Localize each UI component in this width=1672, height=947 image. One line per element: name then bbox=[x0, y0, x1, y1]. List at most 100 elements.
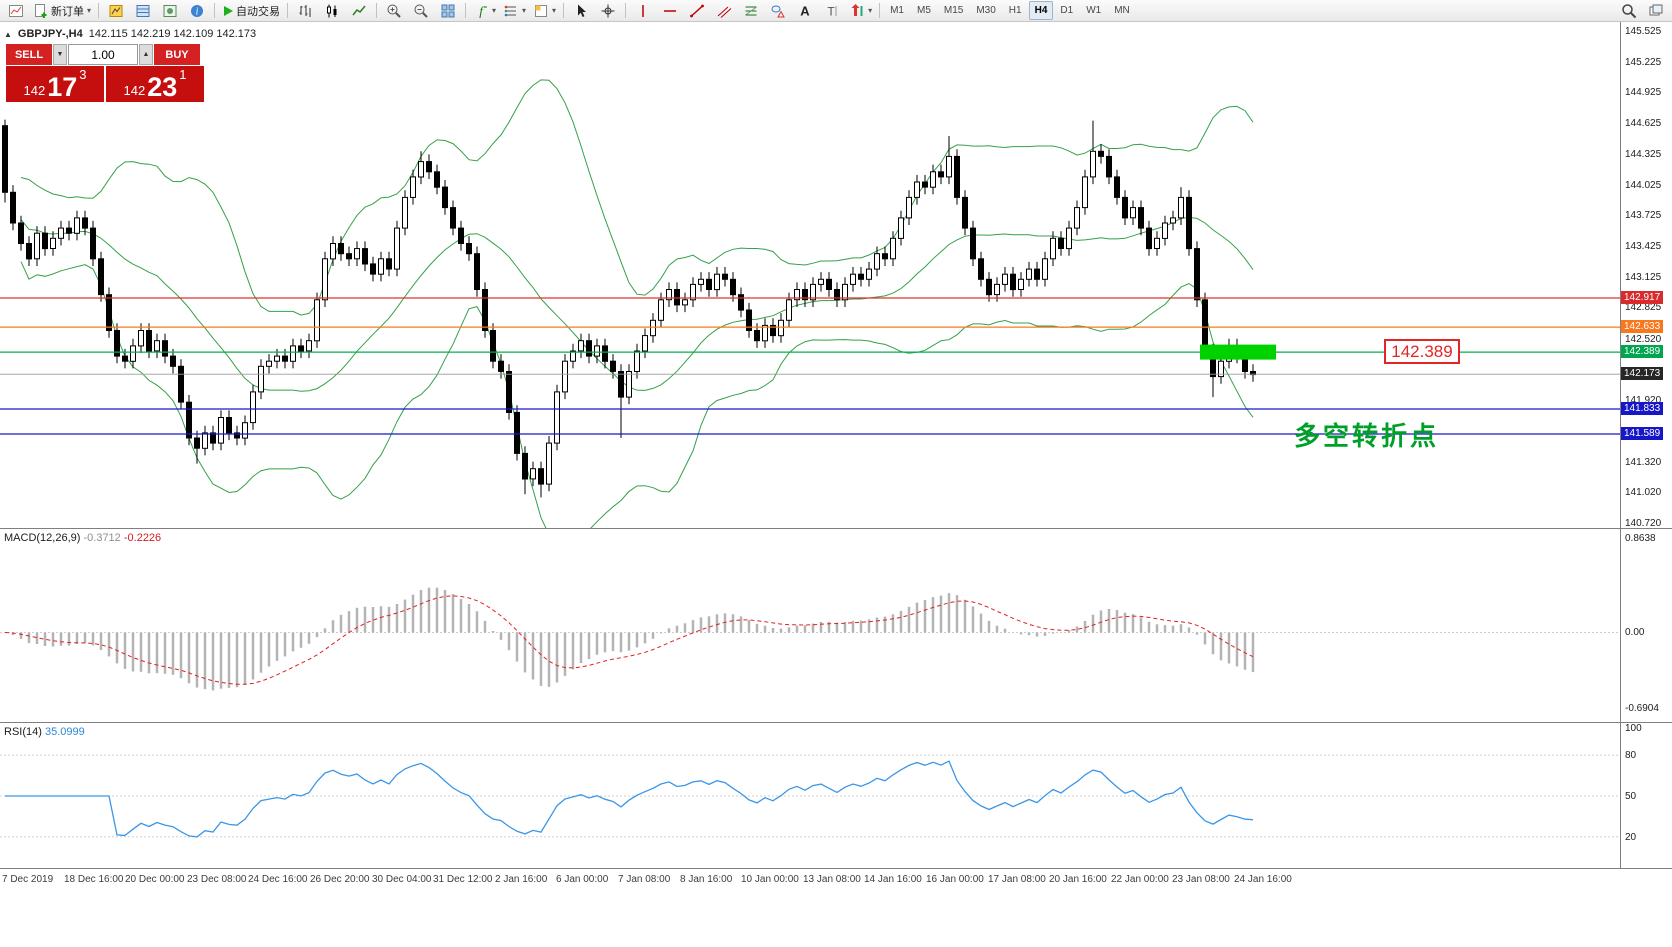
sell-price-base: 142 bbox=[23, 83, 46, 98]
data-window-icon[interactable] bbox=[130, 0, 156, 22]
horizontal-line-icon bbox=[664, 9, 677, 12]
label-icon[interactable]: T bbox=[819, 0, 845, 22]
new-order-label: 新订单 bbox=[51, 5, 84, 18]
toolbar-separator bbox=[563, 3, 565, 18]
volume-stepper[interactable]: ▲ bbox=[139, 44, 153, 65]
toolbar-separator bbox=[98, 3, 100, 18]
indicators-icon[interactable]: f ▾ bbox=[470, 0, 499, 22]
chevron-down-icon: ▼ bbox=[56, 51, 64, 58]
terminal-icon: i bbox=[191, 4, 204, 17]
cursor-icon[interactable] bbox=[568, 0, 594, 22]
fibonacci-icon[interactable] bbox=[738, 0, 764, 22]
panel-collapse-icon[interactable]: ▲ bbox=[4, 29, 12, 39]
autotrade-button[interactable]: 自动交易 bbox=[219, 0, 283, 22]
crosshair-icon[interactable] bbox=[595, 0, 621, 22]
arrow-icon bbox=[851, 3, 863, 16]
rsi-axis[interactable]: 100 80 50 20 bbox=[1620, 723, 1672, 868]
turning-point-note[interactable]: 多空转折点 bbox=[1294, 422, 1440, 452]
candlestick-chart[interactable] bbox=[0, 22, 1620, 528]
rsi-value: 35.0999 bbox=[44, 726, 85, 738]
price-axis-label: 142.825 bbox=[1625, 302, 1662, 313]
price-axis-label: 144.325 bbox=[1625, 149, 1662, 160]
time-axis-label: 14 Jan 16:00 bbox=[864, 874, 922, 885]
macd-chart bbox=[0, 587, 1620, 691]
time-axis-label: 20 Jan 16:00 bbox=[1049, 874, 1107, 885]
timeframe-m5[interactable]: M5 bbox=[916, 5, 931, 16]
price-axis[interactable]: 145.525 145.225 144.925 144.625 144.325 144.0… bbox=[1620, 22, 1672, 529]
price-axis-label: 141.020 bbox=[1625, 487, 1662, 498]
time-axis-label: 20 Dec 00:00 bbox=[125, 874, 185, 885]
timeframe-h1[interactable]: H1 bbox=[1008, 5, 1022, 16]
quote-line: ▲ GBPJPY-,H4 142.115 142.219 142.109 142… bbox=[4, 28, 256, 40]
zoom-out-icon bbox=[414, 4, 428, 18]
sell-button[interactable]: SELL bbox=[6, 44, 52, 65]
arrow-icon[interactable]: ▾ bbox=[846, 0, 875, 22]
buy-price-button[interactable]: 142 23 1 bbox=[106, 66, 204, 102]
candles-icon bbox=[327, 4, 337, 17]
timeframe-w1[interactable]: W1 bbox=[1086, 5, 1102, 16]
tile-windows-icon[interactable] bbox=[435, 0, 461, 22]
sell-price-sup: 3 bbox=[79, 67, 87, 82]
chevron-down-icon: ▾ bbox=[87, 6, 92, 15]
svg-text:T: T bbox=[827, 4, 835, 18]
objects-list-icon bbox=[504, 5, 517, 16]
new-chart-icon[interactable] bbox=[3, 0, 29, 22]
objects-list-icon[interactable]: ▾ bbox=[500, 0, 529, 22]
terminal-icon[interactable]: i bbox=[184, 0, 210, 22]
macd-panel[interactable]: MACD(12,26,9) -0.3712 -0.2226 0.8638 0.00… bbox=[0, 528, 1672, 722]
windows-icon bbox=[1649, 4, 1663, 15]
navigator-icon bbox=[163, 4, 177, 17]
time-axis[interactable]: 7 Dec 2019 18 Dec 16:00 20 Dec 00:00 23 Dec… bbox=[0, 868, 1672, 947]
volume-input[interactable] bbox=[68, 44, 138, 65]
market-watch-icon[interactable] bbox=[103, 0, 129, 22]
channel-icon[interactable] bbox=[711, 0, 737, 22]
horizontal-line-icon[interactable] bbox=[657, 0, 683, 22]
rsi-axis-label: 100 bbox=[1625, 723, 1642, 734]
bars-icon bbox=[299, 4, 311, 17]
time-axis-label: 2 Jan 16:00 bbox=[495, 874, 548, 885]
line-chart-icon bbox=[352, 5, 366, 15]
toolbar-separator bbox=[376, 3, 378, 18]
navigator-icon[interactable] bbox=[157, 0, 183, 22]
data-window-icon bbox=[136, 4, 150, 17]
play-icon bbox=[224, 5, 234, 16]
shapes-icon[interactable] bbox=[765, 0, 791, 22]
price-badge: 142.917 bbox=[1621, 291, 1664, 304]
buy-button[interactable]: BUY bbox=[154, 44, 200, 65]
time-axis-label: 23 Dec 08:00 bbox=[187, 874, 247, 885]
svg-text:i: i bbox=[196, 6, 199, 17]
toolbar-separator bbox=[625, 3, 627, 18]
rsi-label: RSI(14) 35.0999 bbox=[4, 726, 85, 738]
timeframe-m1[interactable]: M1 bbox=[890, 5, 904, 16]
search-icon[interactable] bbox=[1616, 0, 1642, 22]
timeframe-h4[interactable]: H4 bbox=[1028, 1, 1054, 20]
windows-icon[interactable] bbox=[1643, 0, 1669, 22]
bars-icon[interactable] bbox=[292, 0, 318, 22]
templates-icon[interactable]: ▾ bbox=[530, 0, 559, 22]
vertical-line-icon[interactable] bbox=[630, 0, 656, 22]
zoom-in-icon[interactable] bbox=[381, 0, 407, 22]
svg-text:A: A bbox=[800, 3, 810, 18]
trendline-icon[interactable] bbox=[684, 0, 710, 22]
candles-icon[interactable] bbox=[319, 0, 345, 22]
timeframe-m15[interactable]: M15 bbox=[943, 5, 964, 16]
sell-price-button[interactable]: 142 17 3 bbox=[6, 66, 104, 102]
line-chart-icon[interactable] bbox=[346, 0, 372, 22]
macd-axis-label: -0.6904 bbox=[1625, 703, 1659, 714]
price-axis-label: 143.725 bbox=[1625, 210, 1662, 221]
rsi-chart bbox=[0, 754, 1620, 838]
timeframe-m30[interactable]: M30 bbox=[976, 5, 996, 16]
zoom-out-icon[interactable] bbox=[408, 0, 434, 22]
timeframe-mn[interactable]: MN bbox=[1114, 5, 1130, 16]
timeframe-d1[interactable]: D1 bbox=[1060, 5, 1074, 16]
new-chart-icon bbox=[9, 4, 23, 17]
sell-dropdown[interactable]: ▼ bbox=[53, 44, 67, 65]
macd-axis[interactable]: 0.8638 0.00 -0.6904 bbox=[1620, 529, 1672, 722]
quote-ohlc: 142.115 142.219 142.109 142.173 bbox=[88, 28, 257, 40]
new-order-button[interactable]: 新订单 ▾ bbox=[30, 0, 94, 22]
price-chart-panel[interactable]: ▲ GBPJPY-,H4 142.115 142.219 142.109 142… bbox=[0, 22, 1672, 529]
rsi-panel[interactable]: RSI(14) 35.0999 100 80 50 20 bbox=[0, 722, 1672, 868]
price-axis-label: 145.525 bbox=[1625, 26, 1662, 37]
text-icon[interactable]: A bbox=[792, 0, 818, 22]
price-callout-label[interactable]: 142.389 bbox=[1384, 339, 1460, 364]
